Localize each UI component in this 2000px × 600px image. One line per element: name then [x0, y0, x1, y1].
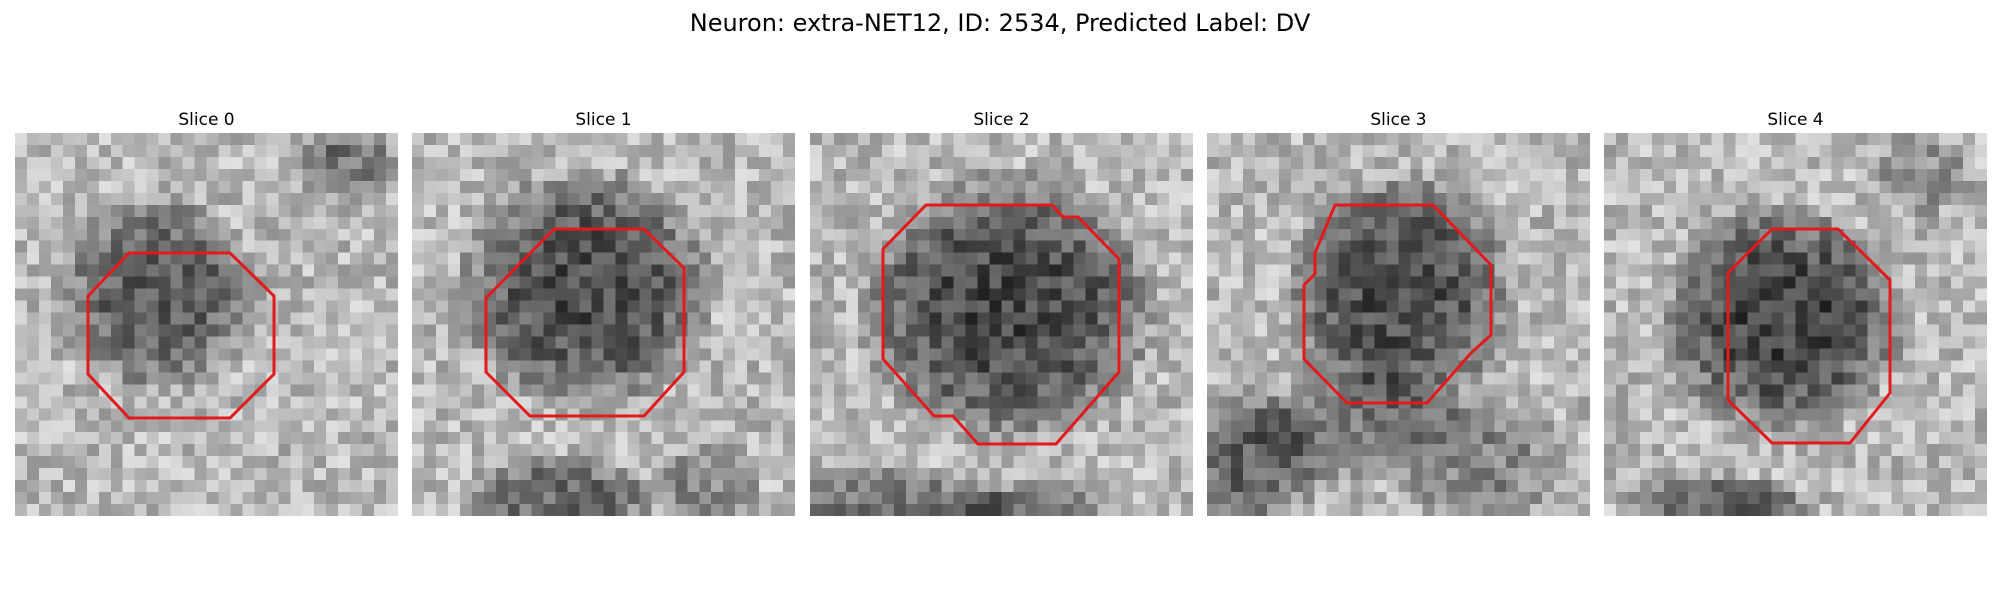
- roi-contour-overlay: [484, 227, 686, 418]
- slice-title: Slice 1: [575, 110, 632, 130]
- slice-panel-2: Slice 2: [810, 109, 1193, 516]
- roi-contour-overlay: [1302, 203, 1493, 405]
- slice-image: [412, 133, 795, 516]
- roi-contour-overlay: [86, 251, 276, 420]
- slice-title: Slice 4: [1767, 110, 1824, 130]
- slice-title: Slice 3: [1370, 110, 1427, 130]
- slice-image: [810, 133, 1193, 516]
- roi-contour-overlay: [881, 203, 1121, 446]
- figure-title: Neuron: extra-NET12, ID: 2534, Predicted…: [689, 9, 1311, 37]
- roi-contour: [1726, 227, 1892, 445]
- slice-image: [15, 133, 398, 516]
- roi-contour: [484, 227, 686, 418]
- slice-panel-4: Slice 4: [1604, 109, 1987, 516]
- slice-panel-0: Slice 0: [15, 109, 398, 516]
- slice-title: Slice 2: [973, 110, 1030, 130]
- slice-panel-3: Slice 3: [1207, 109, 1590, 516]
- roi-contour: [881, 203, 1121, 446]
- slice-image: [1604, 133, 1987, 516]
- slice-title: Slice 0: [178, 110, 235, 130]
- slice-panel-1: Slice 1: [412, 109, 795, 516]
- slice-image: [1207, 133, 1590, 516]
- roi-contour: [1302, 203, 1493, 405]
- roi-contour: [86, 251, 276, 420]
- roi-contour-overlay: [1726, 227, 1892, 445]
